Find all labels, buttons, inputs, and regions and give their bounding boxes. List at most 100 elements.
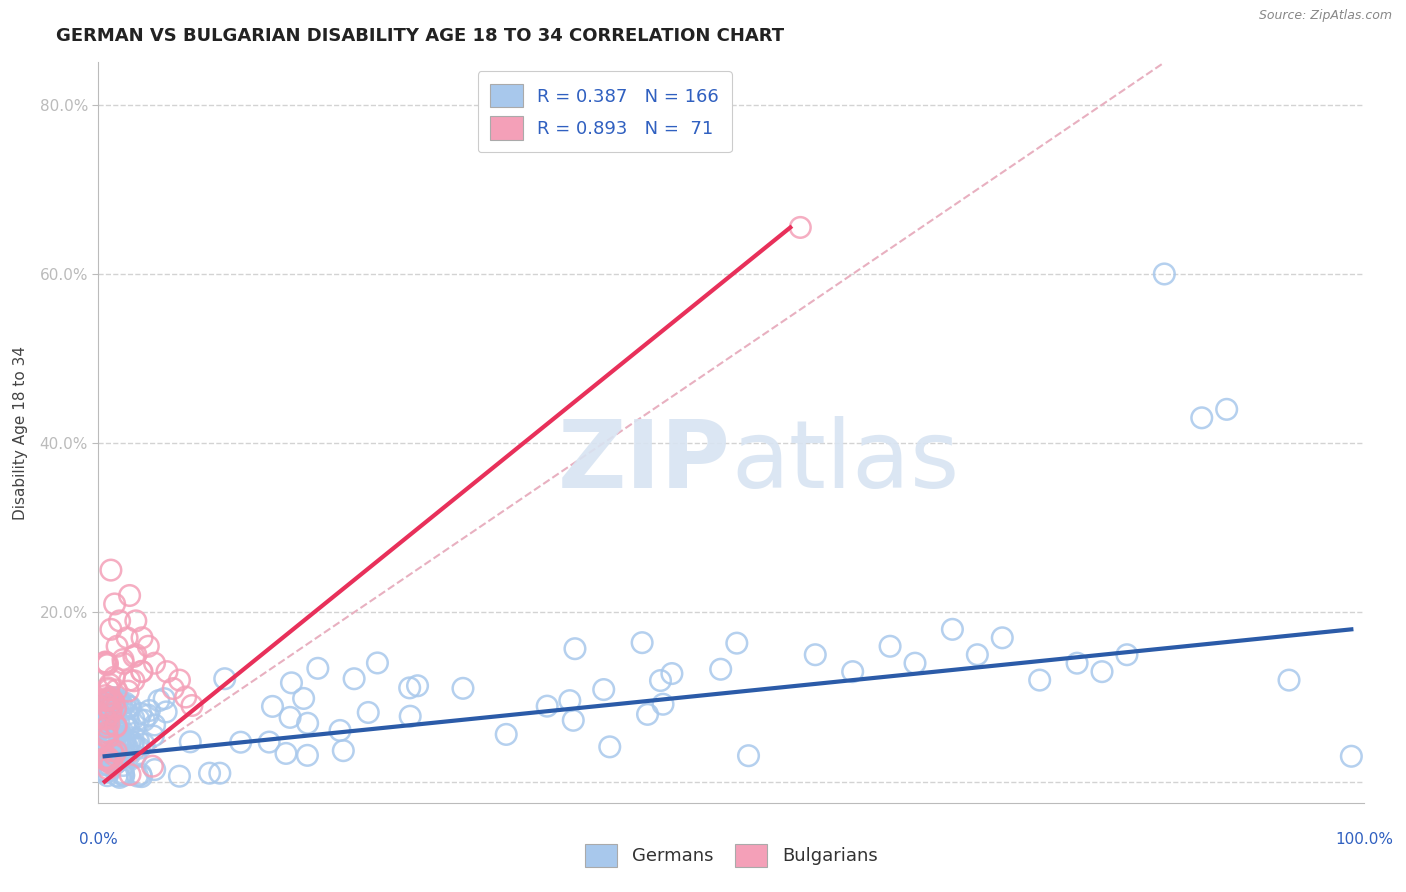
Point: [129, 706, 152, 721]
Point: [103, 702, 125, 716]
Point: [100, 706, 122, 721]
Point: [134, 713, 156, 727]
Point: [105, 682, 128, 697]
Point: [966, 648, 988, 662]
Point: [108, 771, 131, 785]
Point: [98, 696, 121, 710]
Point: [100, 690, 122, 705]
Point: [112, 737, 135, 751]
Point: [1340, 749, 1362, 764]
Point: [1091, 665, 1114, 679]
Point: [122, 712, 145, 726]
Point: [117, 714, 139, 728]
Point: [103, 694, 125, 708]
Point: [112, 768, 135, 782]
Point: [131, 665, 153, 679]
Point: [97, 755, 120, 769]
Point: [104, 702, 127, 716]
Point: [97, 764, 120, 779]
Point: [96, 724, 118, 739]
Point: [105, 744, 128, 758]
Point: [94, 729, 117, 743]
Point: [125, 614, 148, 628]
Point: [94, 655, 117, 669]
Point: [153, 691, 176, 706]
Point: [97, 750, 120, 764]
Point: [101, 744, 124, 758]
Point: [357, 706, 380, 720]
Point: [105, 731, 128, 746]
Point: [650, 673, 672, 688]
Point: [117, 684, 139, 698]
Point: [562, 714, 585, 728]
Point: [132, 737, 155, 751]
Point: [97, 717, 120, 731]
Point: [97, 749, 120, 764]
Point: [97, 723, 120, 738]
Point: [366, 656, 388, 670]
Point: [97, 762, 120, 776]
Point: [789, 220, 811, 235]
Point: [297, 716, 319, 731]
Point: [100, 733, 122, 747]
Point: [104, 732, 127, 747]
Legend: R = 0.387   N = 166, R = 0.893   N =  71: R = 0.387 N = 166, R = 0.893 N = 71: [478, 71, 731, 153]
Point: [94, 710, 117, 724]
Point: [143, 763, 166, 777]
Point: [103, 747, 125, 762]
Point: [108, 733, 131, 747]
Point: [96, 765, 118, 780]
Point: [111, 753, 134, 767]
Point: [122, 649, 145, 664]
Point: [148, 693, 170, 707]
Point: [118, 767, 141, 781]
Point: [97, 735, 120, 749]
Point: [637, 707, 659, 722]
Point: [110, 739, 132, 754]
Point: [97, 702, 120, 716]
Point: [107, 722, 129, 736]
Text: atlas: atlas: [731, 417, 959, 508]
Point: [100, 563, 122, 577]
Point: [94, 723, 117, 738]
Point: [162, 681, 184, 696]
Point: [1278, 673, 1301, 687]
Point: [592, 682, 614, 697]
Point: [129, 767, 152, 781]
Point: [112, 758, 135, 772]
Point: [307, 661, 329, 675]
Point: [100, 726, 122, 740]
Point: [96, 754, 118, 768]
Point: [114, 715, 136, 730]
Point: [114, 696, 136, 710]
Point: [143, 656, 166, 670]
Point: [97, 702, 120, 716]
Point: [118, 673, 141, 687]
Point: [104, 703, 127, 717]
Point: [101, 692, 124, 706]
Point: [94, 693, 117, 707]
Point: [104, 752, 127, 766]
Text: GERMAN VS BULGARIAN DISABILITY AGE 18 TO 34 CORRELATION CHART: GERMAN VS BULGARIAN DISABILITY AGE 18 TO…: [56, 27, 785, 45]
Point: [280, 676, 302, 690]
Point: [100, 623, 122, 637]
Point: [118, 721, 141, 735]
Point: [169, 769, 191, 783]
Point: [107, 693, 129, 707]
Point: [904, 656, 927, 670]
Point: [128, 741, 150, 756]
Point: [125, 648, 148, 662]
Point: [661, 666, 683, 681]
Point: [94, 691, 117, 706]
Point: [97, 755, 120, 769]
Point: [96, 720, 118, 734]
Point: [108, 725, 131, 739]
Point: [406, 679, 429, 693]
Point: [98, 677, 121, 691]
Point: [117, 739, 139, 754]
Point: [398, 681, 420, 695]
Point: [104, 756, 127, 771]
Point: [97, 709, 120, 723]
Point: [110, 695, 132, 709]
Point: [841, 665, 863, 679]
